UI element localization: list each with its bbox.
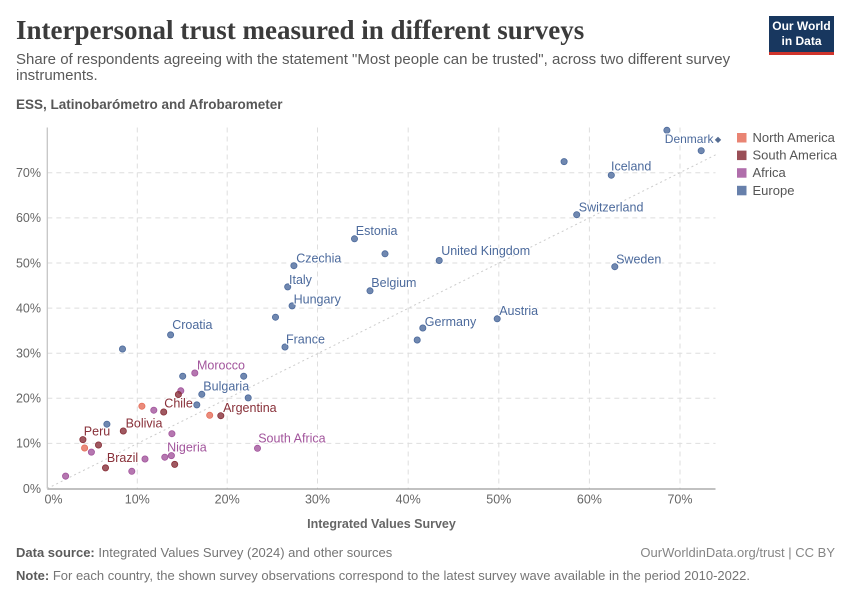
svg-text:Iceland: Iceland (611, 159, 651, 173)
svg-text:South Africa: South Africa (258, 432, 325, 446)
svg-text:Italy: Italy (289, 273, 313, 287)
svg-text:60%: 60% (577, 493, 602, 507)
svg-text:30%: 30% (305, 493, 330, 507)
svg-text:France: France (286, 332, 325, 346)
svg-text:0%: 0% (44, 493, 62, 507)
svg-text:Belgium: Belgium (371, 276, 416, 290)
svg-text:Peru: Peru (84, 425, 110, 439)
svg-text:50%: 50% (16, 256, 41, 270)
svg-text:Nigeria: Nigeria (167, 441, 207, 455)
svg-text:Denmark: Denmark (665, 132, 715, 146)
svg-text:Integrated Values Survey: Integrated Values Survey (307, 517, 456, 531)
svg-text:Switzerland: Switzerland (579, 200, 644, 214)
svg-text:Czechia: Czechia (296, 252, 341, 266)
svg-text:20%: 20% (215, 493, 240, 507)
svg-text:United Kingdom: United Kingdom (441, 244, 530, 258)
svg-text:Brazil: Brazil (107, 451, 138, 465)
svg-text:Hungary: Hungary (294, 292, 342, 306)
svg-text:North America: North America (753, 130, 836, 145)
svg-text:10%: 10% (16, 437, 41, 451)
svg-text:70%: 70% (667, 493, 692, 507)
svg-text:0%: 0% (23, 482, 41, 496)
svg-text:Bulgaria: Bulgaria (203, 379, 249, 393)
svg-text:Europe: Europe (753, 183, 795, 198)
svg-text:Sweden: Sweden (616, 252, 661, 266)
svg-text:Croatia: Croatia (172, 318, 212, 332)
svg-text:30%: 30% (16, 347, 41, 361)
svg-text:Morocco: Morocco (197, 359, 245, 373)
svg-text:40%: 40% (16, 301, 41, 315)
svg-text:Argentina: Argentina (223, 401, 277, 415)
svg-text:Africa: Africa (753, 165, 787, 180)
svg-text:Chile: Chile (164, 397, 193, 411)
svg-text:South America: South America (753, 148, 838, 163)
svg-text:40%: 40% (396, 493, 421, 507)
svg-text:Estonia: Estonia (356, 224, 398, 238)
svg-text:50%: 50% (486, 493, 511, 507)
svg-text:Bolivia: Bolivia (126, 417, 163, 431)
svg-text:10%: 10% (125, 493, 150, 507)
svg-text:70%: 70% (16, 166, 41, 180)
svg-text:Germany: Germany (425, 315, 477, 329)
svg-text:60%: 60% (16, 211, 41, 225)
svg-text:20%: 20% (16, 392, 41, 406)
svg-text:Austria: Austria (499, 304, 538, 318)
